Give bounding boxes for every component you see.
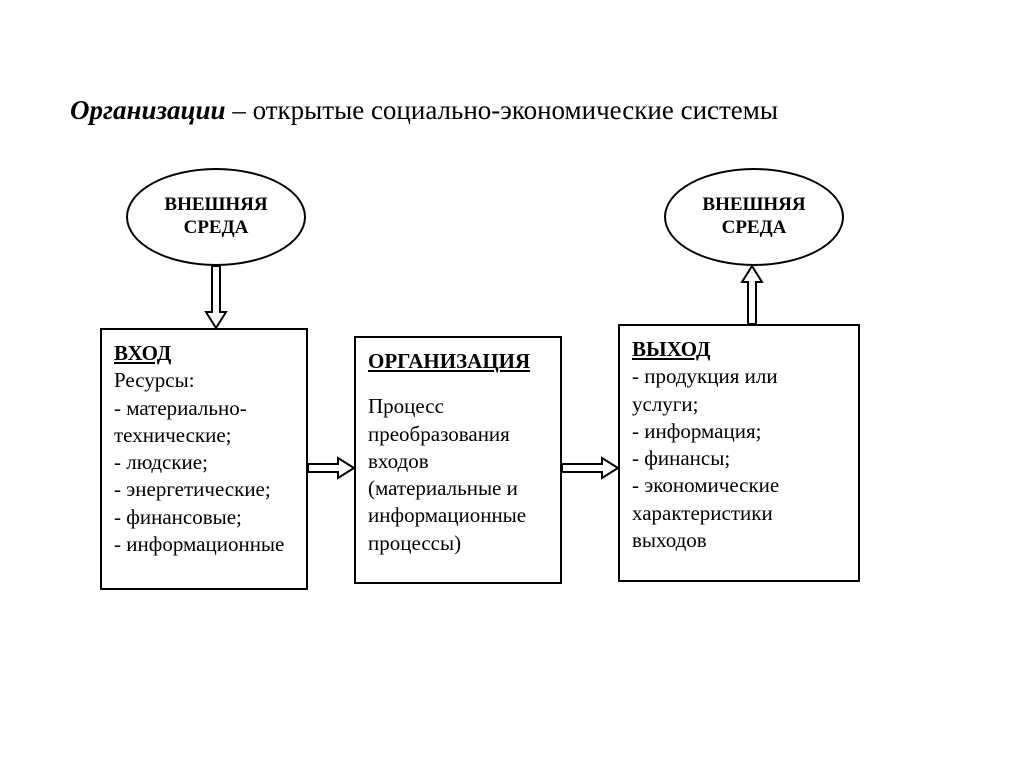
title-emphasis: Организации (70, 95, 226, 125)
ellipse-right-line1: ВНЕШНЯЯ (702, 194, 805, 215)
org-text: Процесс преобразования входов (материаль… (368, 393, 548, 557)
input-box: ВХОД Ресурсы: - материально-технические;… (100, 328, 308, 590)
organization-box: ОРГАНИЗАЦИЯ Процесс преобразования входо… (354, 336, 562, 584)
output-box: ВЫХОД - продукция или услуги;- информаци… (618, 324, 860, 582)
ellipse-right-line2: СРЕДА (722, 217, 787, 238)
output-items: - продукция или услуги;- информация;- фи… (632, 363, 846, 554)
output-item: - финансы; (632, 445, 846, 472)
input-item: - энергетические; (114, 476, 294, 503)
output-item: - экономические характеристики выходов (632, 472, 846, 554)
input-item: - материально-технические; (114, 395, 294, 450)
input-item: - информационные (114, 531, 294, 558)
ellipse-left-line1: ВНЕШНЯЯ (164, 194, 267, 215)
input-sub: Ресурсы: (114, 367, 294, 394)
external-env-left-ellipse: ВНЕШНЯЯ СРЕДА (126, 168, 306, 266)
input-items: - материально-технические;- людские;- эн… (114, 395, 294, 559)
external-env-right-ellipse: ВНЕШНЯЯ СРЕДА (664, 168, 844, 266)
input-item: - финансовые; (114, 504, 294, 531)
ellipse-left-line2: СРЕДА (184, 217, 249, 238)
title-rest: – открытые социально-экономические систе… (226, 95, 778, 125)
org-header: ОРГАНИЗАЦИЯ (368, 348, 548, 375)
output-item: - информация; (632, 418, 846, 445)
diagram-title: Организации – открытые социально-экономи… (70, 95, 964, 126)
input-header: ВХОД (114, 340, 294, 367)
input-item: - людские; (114, 449, 294, 476)
output-item: - продукция или услуги; (632, 363, 846, 418)
output-header: ВЫХОД (632, 336, 846, 363)
